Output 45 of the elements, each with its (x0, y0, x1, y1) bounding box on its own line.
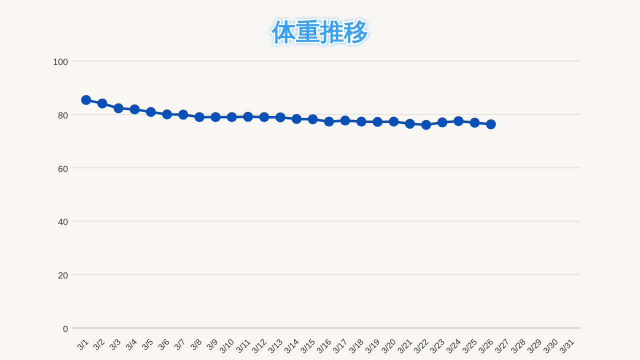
point (97, 98, 108, 108)
point (404, 118, 415, 129)
point (437, 117, 448, 128)
point (210, 112, 221, 122)
point (372, 116, 383, 127)
point (226, 112, 237, 122)
point (194, 112, 204, 122)
x-tick-label: 3/7 (172, 336, 188, 352)
chart-title: 体重推移 (271, 18, 368, 46)
point (486, 119, 496, 130)
point (146, 106, 156, 117)
point (421, 120, 432, 130)
point (243, 112, 254, 122)
x-tick-label: 3/31 (557, 336, 576, 356)
point (388, 116, 399, 127)
point (259, 112, 270, 122)
point (308, 114, 318, 124)
y-tick-label: 0 (62, 324, 68, 334)
point (130, 104, 140, 114)
y-tick-label: 100 (52, 57, 68, 67)
point (470, 118, 480, 128)
point (356, 116, 366, 127)
y-tick-label: 40 (58, 217, 68, 228)
x-tick-label: 3/5 (140, 336, 156, 352)
x-tick-label: 3/11 (234, 336, 252, 356)
point (81, 94, 92, 105)
point (113, 103, 124, 114)
point (454, 116, 464, 126)
x-tick-label: 3/9 (204, 336, 220, 352)
point (275, 112, 286, 122)
point (324, 116, 334, 127)
y-tick-label: 60 (58, 164, 68, 174)
point (162, 109, 172, 120)
x-tick-label: 3/3 (107, 336, 123, 352)
x-tick-label: 3/4 (123, 336, 140, 352)
point (340, 116, 350, 126)
x-tick-label: 3/2 (91, 336, 107, 352)
y-tick-label: 80 (58, 110, 68, 120)
point (178, 110, 188, 120)
y-tick-label: 20 (58, 270, 68, 281)
x-tick-label: 3/8 (188, 336, 204, 352)
x-tick-label: 3/21 (395, 336, 414, 356)
point (292, 114, 302, 124)
x-tick-label: 3/6 (156, 336, 172, 352)
x-tick-label: 3/1 (74, 336, 90, 352)
